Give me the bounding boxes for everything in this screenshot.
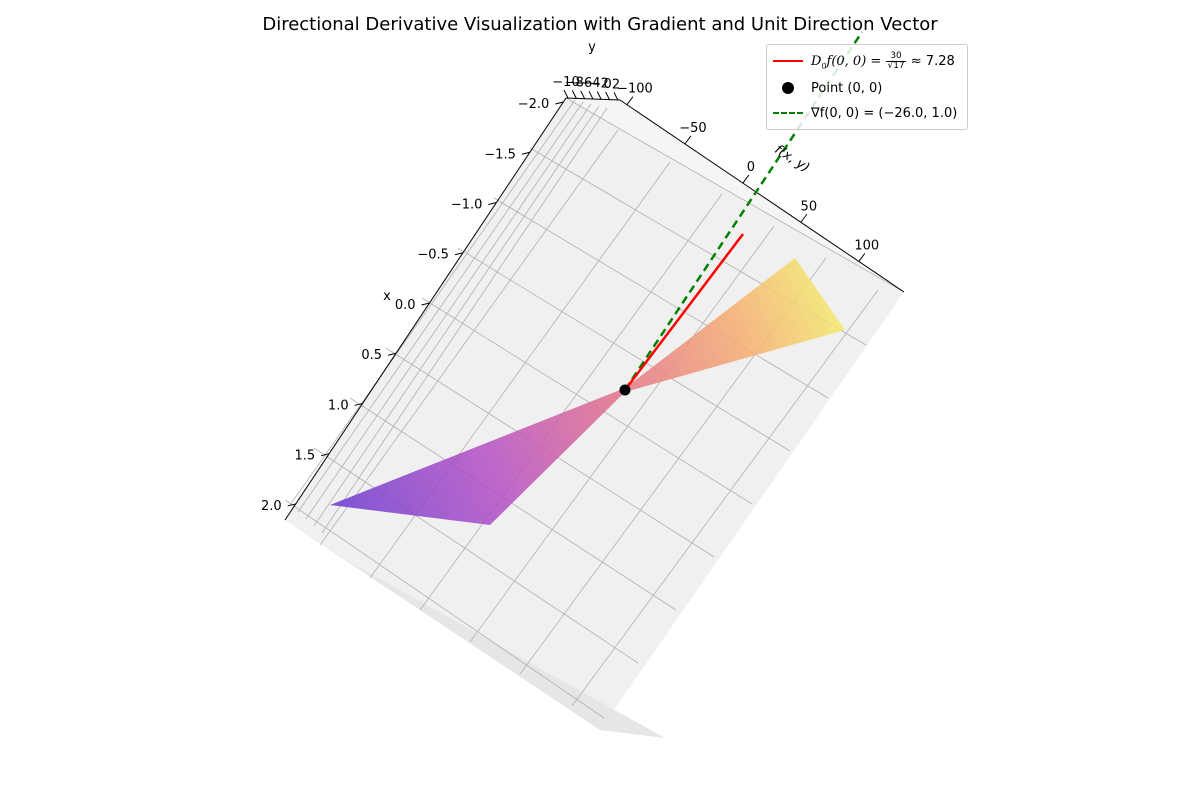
x-tick-1-mark xyxy=(521,151,530,155)
x-tick-2-label: −1.0 xyxy=(451,197,483,212)
x-tick-5-mark xyxy=(387,352,397,356)
x-tick-4-mark xyxy=(421,302,430,306)
x-tick-3-label: −0.5 xyxy=(417,248,449,263)
x-tick-6-label: 1.0 xyxy=(328,398,349,413)
z-tick-4-label: 100 xyxy=(854,238,879,253)
dd-numerator: 30 xyxy=(886,51,906,62)
y-tick-2-label: −6 xyxy=(573,76,592,91)
z-tick-0-label: −100 xyxy=(617,82,653,97)
dd-denominator: √17 xyxy=(887,60,905,71)
legend-swatch-black-dot xyxy=(773,78,803,98)
dd-mid: f(0, 0) = xyxy=(826,53,882,69)
x-tick-4-label: 0.0 xyxy=(395,298,416,313)
x-tick-1-label: −1.5 xyxy=(484,147,516,162)
dd-prefix: D xyxy=(811,53,822,69)
z-tick-3-mark xyxy=(800,213,808,223)
y-tick-6-label: 2 xyxy=(612,77,620,92)
x-tick-3-mark xyxy=(454,252,464,256)
y-tick-5-mark xyxy=(605,91,611,101)
x-tick-8-mark xyxy=(287,503,296,507)
x-axis-label: x xyxy=(383,289,391,304)
point-marker xyxy=(619,384,631,396)
x-ticks: −2.0 −1.5 −1.0 −0.5 0.0 0.5 1.0 1.5 2.0 xyxy=(261,97,564,514)
dd-fraction: 30 √17 xyxy=(886,51,906,71)
legend-item-directional-derivative: Du⃗f(0, 0) = 30 √17 ≈ 7.28 xyxy=(773,51,955,71)
legend-label-point: Point (0, 0) xyxy=(811,80,883,96)
x-tick-5-label: 0.5 xyxy=(361,348,382,363)
x-tick-2-mark xyxy=(488,202,497,205)
y-tick-1-label: −8 xyxy=(565,75,584,90)
x-tick-6-mark xyxy=(354,402,363,406)
z-tick-1-mark xyxy=(684,135,692,145)
dd-value: ≈ 7.28 xyxy=(910,53,955,69)
z-tick-1-label: −50 xyxy=(679,121,706,136)
dd-subscript: u⃗ xyxy=(821,61,827,71)
y-tick-5-label: 0 xyxy=(604,77,612,92)
legend-swatch-red-line xyxy=(773,51,803,71)
x-tick-8-label: 2.0 xyxy=(261,499,282,514)
direction-line xyxy=(624,233,744,391)
y-axis-label: y xyxy=(588,40,596,55)
y-tick-6-mark xyxy=(613,92,619,101)
chart-title: Directional Derivative Visualization wit… xyxy=(262,14,938,35)
z-tick-2-mark xyxy=(742,174,750,184)
surface-plot xyxy=(330,258,845,525)
y-tick-1-mark xyxy=(571,90,577,99)
x-tick-0-mark xyxy=(555,101,564,105)
z-tick-3-label: 50 xyxy=(801,199,818,214)
legend-item-gradient: ∇f(0, 0) = (−26.0, 1.0) xyxy=(773,103,957,123)
y-tick-2-mark xyxy=(580,90,586,100)
z-tick-0-mark xyxy=(626,96,634,106)
y-tick-3-mark xyxy=(588,90,594,100)
z-tick-4-mark xyxy=(858,253,866,262)
y-tick-4-mark xyxy=(596,91,602,100)
y-tick-0-label: −10 xyxy=(552,75,579,90)
x-tick-7-mark xyxy=(321,453,330,457)
legend-label-directional-derivative: Du⃗f(0, 0) = 30 √17 ≈ 7.28 xyxy=(811,51,955,71)
y-ticks: −10−8−6−4−20 2 xyxy=(552,75,620,101)
y-tick-3-label: −4 xyxy=(581,76,600,91)
z-ticks: −100 −50 0 50 100 xyxy=(617,82,879,262)
legend-item-point: Point (0, 0) xyxy=(773,78,882,98)
x-tick-7-label: 1.5 xyxy=(294,449,315,464)
z-tick-2-label: 0 xyxy=(747,160,755,175)
y-tick-0-mark xyxy=(563,89,569,99)
legend-swatch-green-dashed xyxy=(773,103,803,123)
legend-label-gradient: ∇f(0, 0) = (−26.0, 1.0) xyxy=(811,105,958,121)
y-tick-4-label: −2 xyxy=(590,77,609,92)
x-tick-0-label: −2.0 xyxy=(518,97,550,112)
legend: Du⃗f(0, 0) = 30 √17 ≈ 7.28 Point (0, 0) ∇… xyxy=(766,44,968,130)
